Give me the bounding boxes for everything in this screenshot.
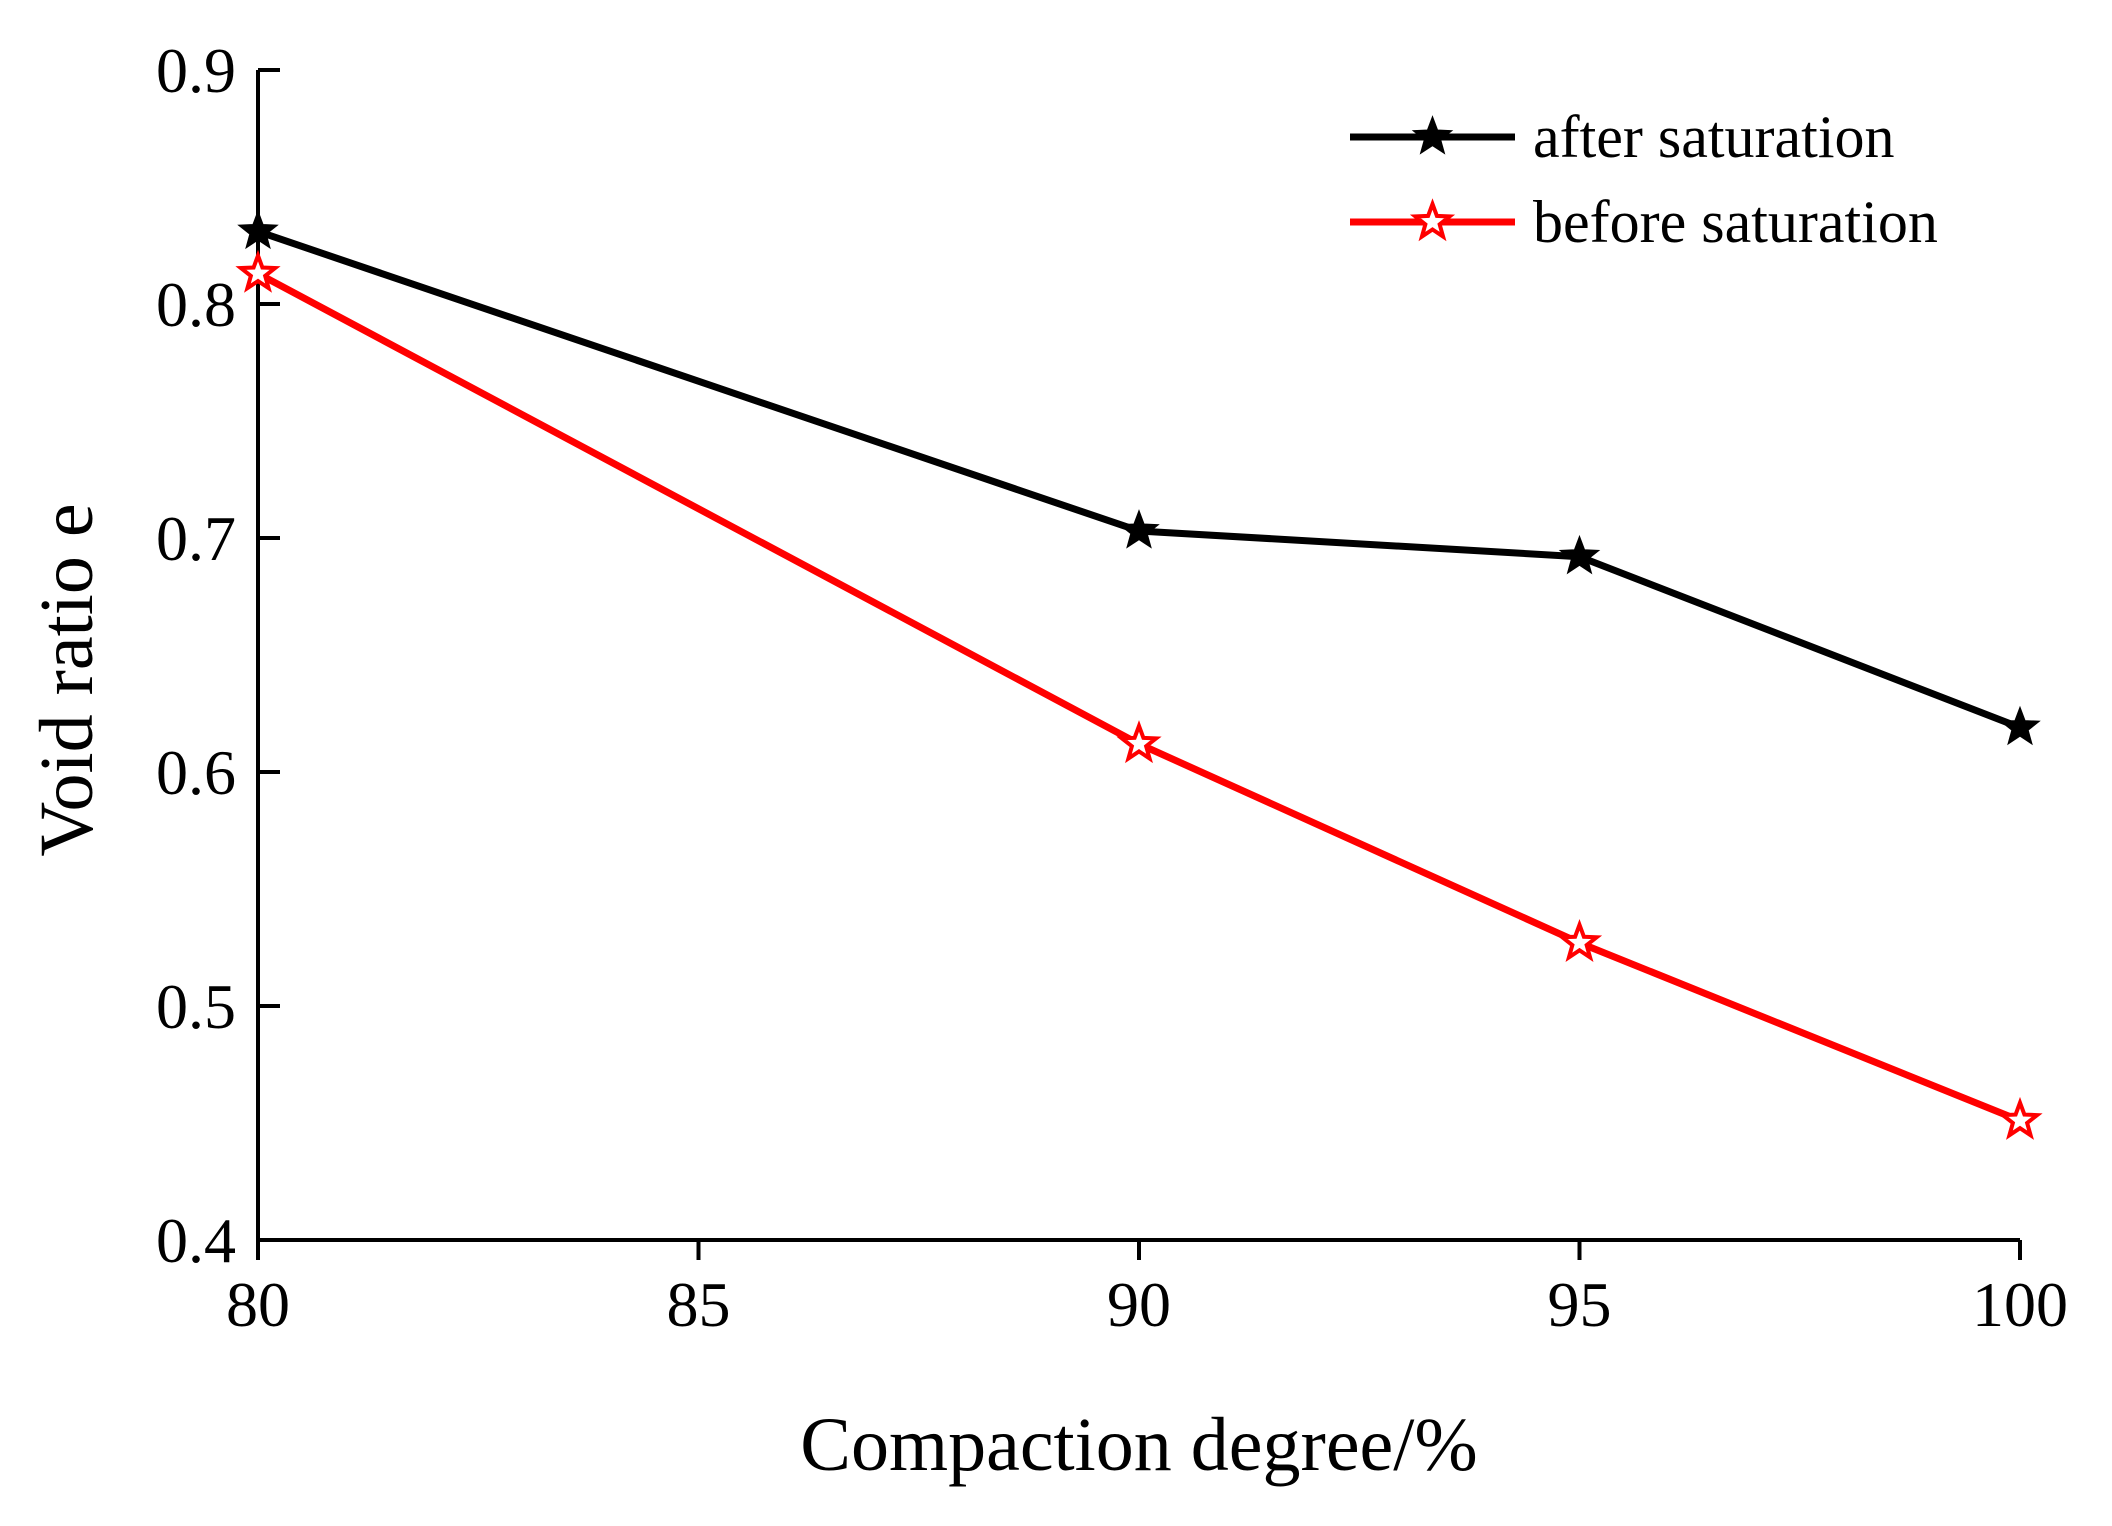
data-point	[237, 209, 279, 250]
axes: 80 85 90 95 100 0.4 0.5 0.6 0.7 0.8 0.9	[156, 35, 2068, 1340]
data-point	[1556, 919, 1603, 963]
x-tick-label: 85	[667, 1269, 731, 1340]
series-layer	[235, 209, 2043, 1140]
legend-marker	[1411, 115, 1454, 155]
series-before-saturation	[235, 249, 2043, 1140]
legend-item: after saturation	[1350, 104, 1895, 170]
x-axis-ticks: 80 85 90 95 100	[226, 1240, 2068, 1340]
series-line	[254, 270, 2024, 1125]
data-point	[235, 249, 281, 293]
data-point	[1558, 534, 1601, 575]
y-tick-label: 0.5	[156, 971, 236, 1042]
legend-label: before saturation	[1533, 189, 1938, 255]
y-tick-label: 0.9	[156, 35, 236, 106]
data-point	[1116, 720, 1162, 764]
y-tick-label: 0.6	[156, 737, 236, 808]
series-line	[254, 227, 2024, 732]
y-tick-label: 0.7	[156, 503, 236, 574]
y-axis-ticks: 0.4 0.5 0.6 0.7 0.8 0.9	[156, 35, 280, 1276]
x-axis-title: Compaction degree/%	[800, 1403, 1477, 1487]
x-tick-label: 95	[1548, 1269, 1612, 1340]
x-tick-label: 90	[1107, 1269, 1171, 1340]
legend-item: before saturation	[1350, 189, 1938, 255]
legend: after saturation before saturation	[1350, 104, 1938, 255]
data-point	[1997, 1096, 2043, 1140]
y-tick-label: 0.4	[156, 1205, 236, 1276]
y-axis-title: Void ratio e	[25, 503, 109, 856]
data-point	[1999, 705, 2041, 746]
x-tick-label: 80	[226, 1269, 290, 1340]
legend-label: after saturation	[1533, 104, 1895, 170]
x-tick-label: 100	[1972, 1269, 2068, 1340]
data-point	[1118, 509, 1160, 549]
legend-marker	[1409, 198, 1456, 242]
y-tick-label: 0.8	[156, 269, 236, 340]
series-after-saturation	[237, 209, 2041, 746]
